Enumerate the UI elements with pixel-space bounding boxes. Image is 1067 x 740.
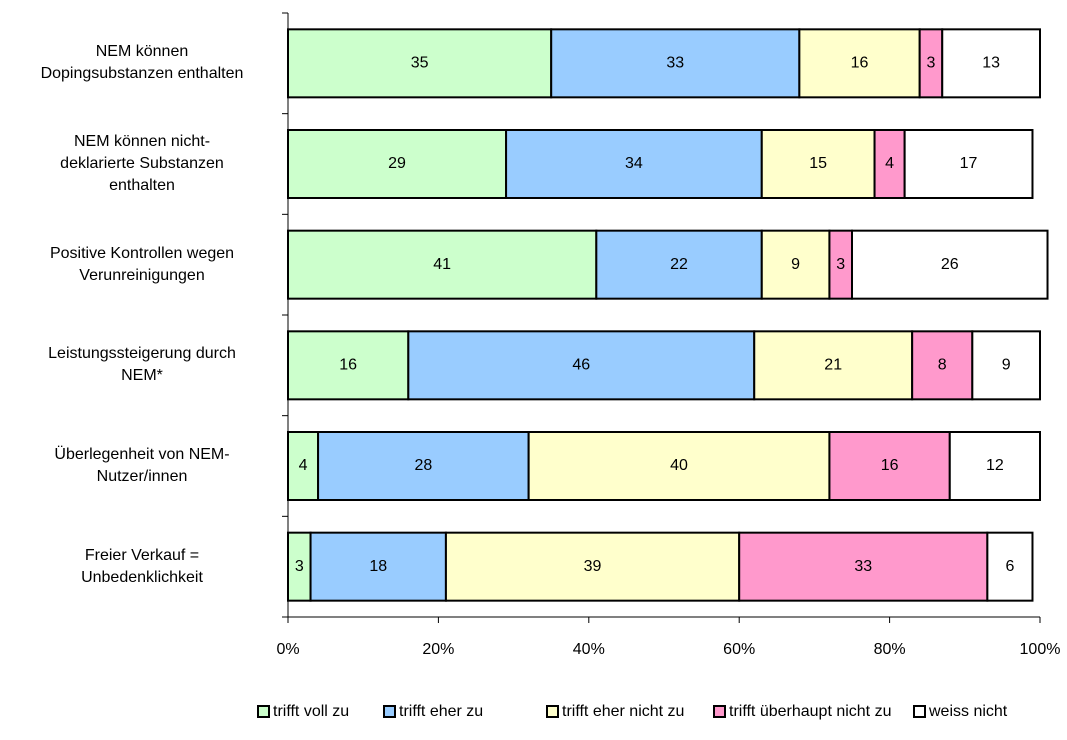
legend-label: trifft voll zu bbox=[273, 703, 349, 720]
value-label: 16 bbox=[851, 55, 869, 72]
bar-segment bbox=[873, 129, 906, 199]
bar-segment bbox=[903, 129, 1034, 199]
legend-swatch bbox=[913, 705, 926, 718]
value-label: 40 bbox=[670, 457, 688, 474]
bar-segment bbox=[287, 28, 553, 99]
category-label: Leistungssteigerung durch NEM* bbox=[48, 345, 236, 385]
value-label: 39 bbox=[584, 558, 602, 575]
legend-swatch bbox=[713, 705, 726, 718]
value-label: 18 bbox=[369, 558, 387, 575]
bar-segment bbox=[760, 129, 876, 199]
value-label: 3 bbox=[295, 558, 304, 575]
category-label: NEM können nicht- deklarierte Substanzen… bbox=[60, 133, 224, 194]
bar-segment bbox=[941, 28, 1041, 99]
value-label: 34 bbox=[625, 155, 643, 172]
bar-segment bbox=[407, 330, 756, 401]
value-label: 8 bbox=[938, 357, 947, 374]
value-label: 33 bbox=[854, 558, 872, 575]
bar-segment bbox=[309, 531, 447, 602]
bar-segment bbox=[287, 229, 598, 300]
value-label: 9 bbox=[791, 256, 800, 273]
bar-segment bbox=[595, 229, 763, 300]
legend-swatch bbox=[257, 705, 270, 718]
value-label: 16 bbox=[339, 357, 357, 374]
value-label: 3 bbox=[927, 55, 936, 72]
x-tick-label: 80% bbox=[874, 641, 906, 658]
value-label: 21 bbox=[824, 357, 842, 374]
value-label: 26 bbox=[941, 256, 959, 273]
category-label: NEM können Dopingsubstanzen enthalten bbox=[40, 43, 244, 83]
legend-swatch bbox=[546, 705, 559, 718]
value-label: 17 bbox=[960, 155, 978, 172]
value-label: 6 bbox=[1005, 558, 1014, 575]
category-label: Positive Kontrollen wegen Verunreinigung… bbox=[49, 244, 235, 284]
value-label: 28 bbox=[414, 457, 432, 474]
bar-segment bbox=[505, 129, 763, 199]
value-label: 13 bbox=[982, 55, 1000, 72]
value-label: 22 bbox=[670, 256, 688, 273]
value-label: 41 bbox=[433, 256, 451, 273]
legend-label: weiss nicht bbox=[928, 703, 1008, 720]
bar-segment bbox=[798, 28, 921, 99]
bar-segment bbox=[828, 431, 951, 501]
x-tick-label: 0% bbox=[276, 641, 299, 658]
bar-segment bbox=[444, 531, 741, 602]
value-label: 12 bbox=[986, 457, 1004, 474]
value-label: 33 bbox=[666, 55, 684, 72]
bar-segment bbox=[911, 330, 974, 401]
bar-segment bbox=[317, 431, 530, 501]
bar-segment bbox=[738, 531, 989, 602]
value-label: 46 bbox=[572, 357, 590, 374]
x-tick-label: 20% bbox=[422, 641, 454, 658]
bar-segment bbox=[760, 229, 831, 300]
x-tick-label: 100% bbox=[1020, 641, 1061, 658]
value-label: 4 bbox=[885, 155, 894, 172]
bar-segment bbox=[851, 229, 1049, 300]
category-label: Überlegenheit von NEM- Nutzer/innen bbox=[54, 446, 230, 485]
x-tick-label: 40% bbox=[573, 641, 605, 658]
legend-label: trifft überhaupt nicht zu bbox=[729, 703, 891, 720]
value-label: 4 bbox=[299, 457, 308, 474]
legend-label: trifft eher zu bbox=[399, 703, 483, 720]
bar-segment bbox=[753, 330, 914, 401]
bar-segment bbox=[986, 531, 1034, 602]
bar-segment bbox=[287, 330, 410, 401]
value-label: 9 bbox=[1002, 357, 1011, 374]
value-label: 3 bbox=[836, 256, 845, 273]
value-label: 15 bbox=[809, 155, 827, 172]
value-label: 16 bbox=[881, 457, 899, 474]
value-label: 35 bbox=[411, 55, 429, 72]
legend-swatch bbox=[383, 705, 396, 718]
bar-segment bbox=[948, 431, 1042, 501]
category-label: Freier Verkauf = Unbedenklichkeit bbox=[81, 546, 203, 586]
bar-segment bbox=[550, 28, 801, 99]
legend-label: trifft eher nicht zu bbox=[562, 703, 684, 720]
bar-segment bbox=[971, 330, 1042, 401]
x-tick-label: 60% bbox=[723, 641, 755, 658]
value-label: 29 bbox=[388, 155, 406, 172]
